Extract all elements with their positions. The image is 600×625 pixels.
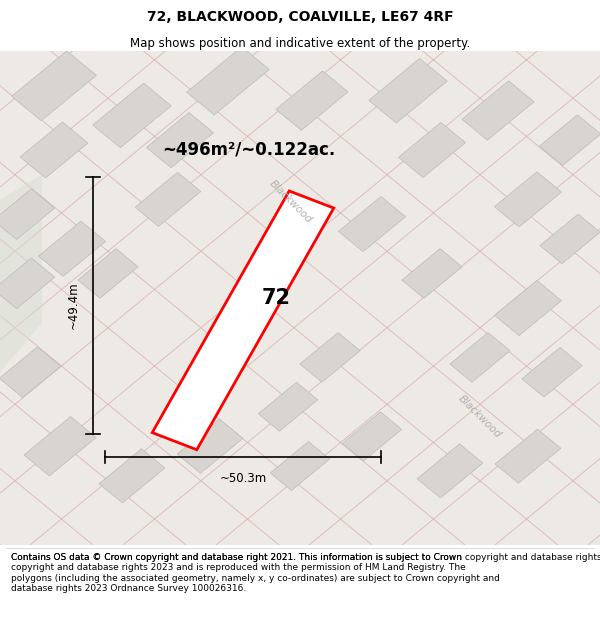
Polygon shape [11, 51, 97, 121]
Text: ~49.4m: ~49.4m [67, 282, 80, 329]
Text: Contains OS data © Crown copyright and database right 2021. This information is : Contains OS data © Crown copyright and d… [11, 553, 600, 562]
Polygon shape [338, 196, 406, 252]
Polygon shape [495, 429, 561, 483]
Text: Contains OS data © Crown copyright and database right 2021. This information is : Contains OS data © Crown copyright and d… [11, 553, 500, 593]
Polygon shape [300, 332, 360, 382]
Polygon shape [259, 382, 317, 431]
Polygon shape [494, 281, 562, 336]
Polygon shape [522, 348, 582, 397]
Polygon shape [187, 47, 269, 115]
Text: Map shows position and indicative extent of the property.: Map shows position and indicative extent… [130, 37, 470, 50]
Polygon shape [20, 122, 88, 178]
Polygon shape [494, 172, 562, 227]
Text: 72, BLACKWOOD, COALVILLE, LE67 4RF: 72, BLACKWOOD, COALVILLE, LE67 4RF [146, 10, 454, 24]
Polygon shape [343, 412, 401, 461]
Text: Blackwood: Blackwood [457, 393, 503, 440]
Polygon shape [99, 449, 165, 503]
Polygon shape [0, 347, 61, 398]
Polygon shape [540, 214, 600, 264]
Polygon shape [369, 59, 447, 123]
Polygon shape [417, 444, 483, 498]
Polygon shape [152, 191, 334, 450]
Text: Blackwood: Blackwood [268, 179, 314, 225]
Polygon shape [24, 417, 96, 476]
Polygon shape [135, 173, 201, 226]
Text: ~50.3m: ~50.3m [220, 472, 266, 485]
Text: 72: 72 [262, 288, 290, 308]
Polygon shape [402, 249, 462, 298]
Polygon shape [38, 221, 106, 276]
Text: ~496m²/~0.122ac.: ~496m²/~0.122ac. [162, 141, 335, 159]
Polygon shape [462, 81, 534, 140]
Polygon shape [146, 112, 214, 168]
Polygon shape [177, 419, 243, 473]
Polygon shape [450, 332, 510, 382]
Polygon shape [0, 189, 55, 239]
Polygon shape [271, 441, 329, 491]
Polygon shape [0, 258, 55, 309]
Polygon shape [0, 174, 42, 372]
Polygon shape [93, 83, 171, 148]
Polygon shape [276, 71, 348, 130]
Polygon shape [539, 115, 600, 166]
Polygon shape [78, 249, 138, 298]
Polygon shape [398, 122, 466, 177]
